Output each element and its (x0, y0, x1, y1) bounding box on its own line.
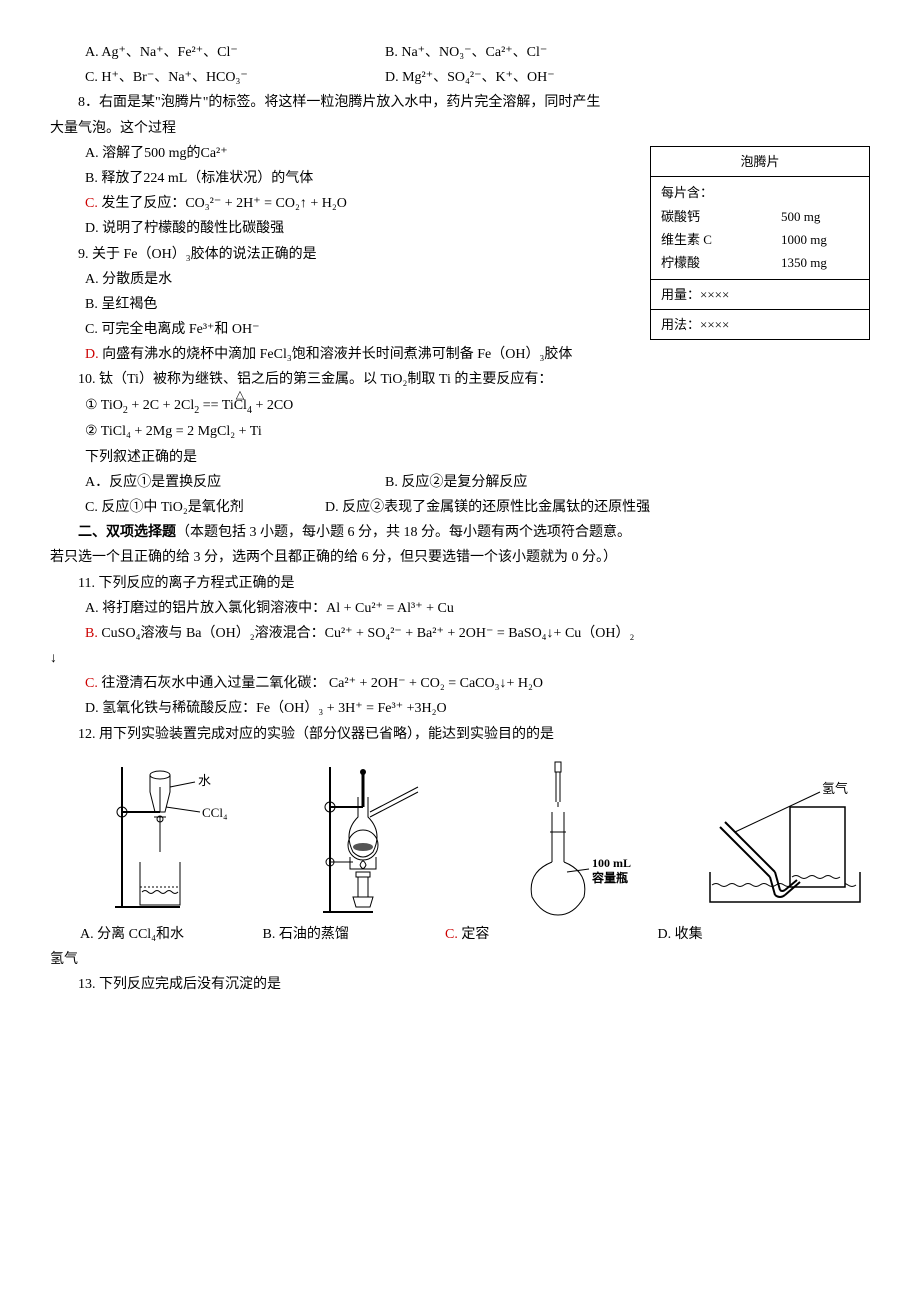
section2-title: 二、双项选择题 (78, 525, 176, 540)
q11-optA: A. 将打磨过的铝片放入氯化铜溶液中：Al + Cu²⁺ = Al³⁺ + Cu (50, 596, 870, 621)
q7-optA: A. Ag⁺、Na⁺、Fe²⁺、Cl⁻ (85, 40, 385, 65)
ing2-amt: 1000 mg (781, 228, 827, 251)
q8-stem-line2: 大量气泡。这个过程 (50, 116, 870, 141)
label-flask: 容量瓶 (591, 870, 628, 885)
apparatus-d: 氢气 (700, 757, 870, 917)
q7-options-row1: A. Ag⁺、Na⁺、Fe²⁺、Cl⁻ B. Na⁺、NO₃⁻、Ca²⁺、Cl⁻ (50, 40, 870, 65)
ing2-name: 维生素 C (661, 228, 741, 251)
q12-options: A. 分离 CCl₄和水 B. 石油的蒸馏 C. 定容 D. 收集 (80, 922, 840, 947)
q12-stem: 12. 用下列实验装置完成对应的实验（部分仪器已省略），能达到实验目的的是 (50, 722, 870, 747)
apparatus-row: 水 CCl₄ (90, 757, 870, 917)
q7-options-row2: C. H⁺、Br⁻、Na⁺、HCO₃⁻ D. Mg²⁺、SO₄²⁻、K⁺、OH⁻ (50, 65, 870, 90)
label-h2: 氢气 (822, 781, 848, 796)
q11-stem: 11. 下列反应的离子方程式正确的是 (50, 571, 870, 596)
q12-optD-tail: 氢气 (50, 947, 870, 972)
gas-collection-icon: 氢气 (700, 777, 870, 917)
q9-optD: D. 向盛有沸水的烧杯中滴加 FeCl₃饱和溶液并长时间煮沸可制备 Fe（OH）… (50, 342, 870, 367)
q12-optA: A. 分离 CCl₄和水 (80, 922, 263, 947)
apparatus-a: 水 CCl₄ (90, 757, 260, 917)
separating-funnel-icon: 水 CCl₄ (100, 757, 250, 917)
infobox-ing1: 碳酸钙 500 mg (661, 205, 859, 228)
apparatus-c: 100 mL 容量瓶 (497, 757, 667, 917)
label-100ml: 100 mL (592, 856, 631, 870)
q10-eq1: ① TiO2 + 2C + 2Cl2 =△= TiCl4 + 2CO (50, 393, 870, 420)
section2-line2: 若只选一个且正确的给 3 分，选两个且都正确的给 6 分，但只要选错一个该小题就… (50, 545, 870, 570)
infobox-ing2: 维生素 C 1000 mg (661, 228, 859, 251)
q10-stem: 10. 钛（Ti）被称为继铁、铝之后的第三金属。以 TiO₂制取 Ti 的主要反… (50, 367, 870, 392)
q11-optC: C. 往澄清石灰水中通入过量二氧化碳： Ca²⁺ + 2OH⁻ + CO₂ = … (50, 671, 870, 696)
q11-optB-body: CuSO₄溶液与 Ba（OH）₂溶液混合：Cu²⁺ + SO₄²⁻ + Ba²⁺… (98, 626, 635, 641)
q12-optC-body: 定容 (458, 927, 490, 942)
q7-optC: C. H⁺、Br⁻、Na⁺、HCO₃⁻ (85, 65, 385, 90)
q10-row1: A．反应①是置换反应 B. 反应②是复分解反应 (50, 470, 870, 495)
infobox-usage: 用法：×××× (651, 310, 869, 339)
q10-row2: C. 反应①中 TiO₂是氧化剂 D. 反应②表现了金属镁的还原性比金属钛的还原… (50, 495, 870, 520)
infobox-ingredients: 每片含： 碳酸钙 500 mg 维生素 C 1000 mg 柠檬酸 1350 m… (651, 177, 869, 280)
q8-stem: 8．右面是某"泡腾片"的标签。将这样一粒泡腾片放入水中，药片完全溶解，同时产生 (50, 90, 870, 115)
ing1-amt: 500 mg (781, 205, 820, 228)
volumetric-flask-icon: 100 mL 容量瓶 (507, 757, 657, 917)
label-ccl4: CCl₄ (202, 805, 228, 820)
infobox-title: 泡腾片 (651, 147, 869, 177)
q12-optB: B. 石油的蒸馏 (263, 922, 446, 947)
q10-optC: C. 反应①中 TiO₂是氧化剂 (85, 495, 325, 520)
q8-stem-line1: 8．右面是某"泡腾片"的标签。将这样一粒泡腾片放入水中，药片完全溶解，同时产生 (78, 95, 600, 110)
section2-paren: （本题包括 3 小题，每小题 6 分，共 18 分。每小题有两个选项符合题意。 (176, 525, 631, 540)
infobox-each-label: 每片含： (661, 181, 859, 204)
q11-optC-body: 往澄清石灰水中通入过量二氧化碳： Ca²⁺ + 2OH⁻ + CO₂ = CaC… (98, 676, 543, 691)
infobox-ing3: 柠檬酸 1350 mg (661, 251, 859, 274)
q10-eq2: ② TiCl₄ + 2Mg = 2 MgCl₂ + Ti (50, 419, 870, 444)
distillation-icon (308, 757, 448, 917)
q7-optB: B. Na⁺、NO₃⁻、Ca²⁺、Cl⁻ (385, 40, 547, 65)
ing1-name: 碳酸钙 (661, 205, 741, 228)
effervescent-label-box: 泡腾片 每片含： 碳酸钙 500 mg 维生素 C 1000 mg 柠檬酸 13… (650, 146, 870, 341)
q13-stem: 13. 下列反应完成后没有沉淀的是 (50, 972, 870, 997)
apparatus-b (293, 757, 463, 917)
q12-optC-prefix: C. (445, 927, 458, 942)
q10-sub: 下列叙述正确的是 (50, 445, 870, 470)
q10-optB: B. 反应②是复分解反应 (385, 470, 527, 495)
q11-optD: D. 氢氧化铁与稀硫酸反应：Fe（OH）₃ + 3H⁺ = Fe³⁺ +3H₂O (50, 696, 870, 721)
q9-optD-prefix: D. (85, 347, 99, 362)
q9-optD-body: 向盛有沸水的烧杯中滴加 FeCl₃饱和溶液并长时间煮沸可制备 Fe（OH）₃胶体 (99, 347, 573, 362)
q12-optD: D. 收集 (628, 922, 841, 947)
q12-optC: C. 定容 (445, 922, 628, 947)
q11-optC-prefix: C. (85, 676, 98, 691)
q10-optD: D. 反应②表现了金属镁的还原性比金属钛的还原性强 (325, 495, 650, 520)
label-water: 水 (198, 773, 211, 788)
q8-optC-prefix: C. (85, 196, 98, 211)
q11-optB-prefix: B. (85, 626, 98, 641)
q10-optA: A．反应①是置换反应 (85, 470, 385, 495)
section2-heading: 二、双项选择题（本题包括 3 小题，每小题 6 分，共 18 分。每小题有两个选… (50, 520, 870, 545)
infobox-dose: 用量：×××× (651, 280, 869, 310)
ing3-amt: 1350 mg (781, 251, 827, 274)
q11-optB: B. CuSO₄溶液与 Ba（OH）₂溶液混合：Cu²⁺ + SO₄²⁻ + B… (50, 621, 870, 646)
ing3-name: 柠檬酸 (661, 251, 741, 274)
q8-optC-body: 发生了反应：CO₃²⁻ + 2H⁺ = CO₂↑ + H₂O (98, 196, 347, 211)
q11-optB-tail: ↓ (50, 646, 870, 671)
q7-optD: D. Mg²⁺、SO₄²⁻、K⁺、OH⁻ (385, 65, 555, 90)
